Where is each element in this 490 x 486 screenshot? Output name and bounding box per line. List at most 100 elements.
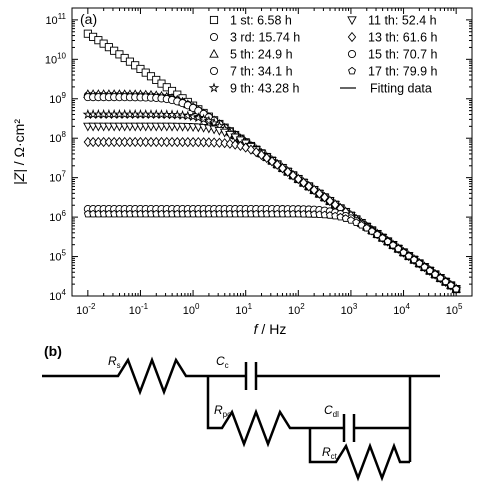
pentagon-marker (410, 255, 419, 264)
wire-branch-po (206, 376, 310, 448)
axis-ticks: 10-2 10-1 100 101 102 103 104 105 104 105 106 107 10… (45, 8, 472, 317)
diamond-marker (225, 138, 235, 149)
y-tick-label: 104 (49, 288, 66, 303)
diamond-marker (283, 166, 292, 177)
panel-b-label: (b) (44, 343, 62, 359)
x-tick-label: 102 (288, 302, 305, 317)
wire-branch-ct (308, 428, 410, 482)
square-marker (209, 15, 219, 25)
diamond-marker (230, 139, 240, 150)
circle-marker (209, 66, 219, 76)
pentagon-marker (446, 281, 455, 289)
legend-label: 5 th: 24.9 h (230, 48, 293, 62)
triangle-marker (209, 48, 219, 58)
wire-main (42, 356, 246, 396)
diamond-marker (320, 192, 329, 203)
legend-label: 15 th: 70.7 h (368, 48, 438, 62)
pentagon-marker (436, 273, 445, 282)
diamond-marker (325, 195, 335, 207)
star-marker (208, 82, 220, 93)
y-tick-label: 1011 (45, 12, 66, 27)
legend-label: 13 th: 61.6 h (368, 31, 438, 45)
legend-label: 3 rd: 15.74 h (230, 31, 300, 45)
x-axis-title: f / Hz (254, 321, 287, 337)
diamond-marker (220, 138, 229, 149)
diamond-marker (257, 149, 266, 161)
star-marker (208, 117, 220, 128)
diamond-marker (273, 159, 282, 170)
diamond-marker (294, 173, 303, 185)
plot-frame (71, 7, 473, 297)
pentagon-marker (420, 262, 429, 271)
diamond-marker (315, 188, 324, 199)
diamond-marker (304, 181, 314, 192)
pentagon-marker (431, 270, 440, 278)
star-marker (177, 109, 188, 120)
star-marker (198, 113, 209, 124)
label-rct: Rct (322, 445, 338, 461)
impedance-chart: (a) 10-2 10-1 100 101 102 103 104 1051041051061… (11, 7, 473, 337)
diamond-marker (204, 137, 214, 148)
diamond-marker (309, 184, 319, 196)
y-axis-unit: / Ω·cm² (11, 119, 27, 169)
series-9 (83, 209, 461, 293)
star-marker (193, 112, 204, 123)
diamond-marker (299, 177, 308, 188)
pentagon-marker (348, 66, 356, 75)
label-cdl: Cdl (324, 403, 339, 419)
pentagon-marker (383, 237, 392, 245)
legend-label: 9 th: 43.28 h (230, 82, 300, 96)
x-tick-label: 10-2 (76, 302, 96, 317)
circle-marker (347, 49, 357, 59)
diamond-marker (278, 163, 287, 174)
pentagon-marker (425, 266, 434, 275)
x-tick-label: 10-1 (129, 302, 149, 317)
star-marker (182, 110, 194, 121)
data-markers (82, 29, 462, 295)
series-3 (83, 89, 461, 293)
diamond-marker (252, 147, 261, 158)
legend-label: 17 th: 79.9 h (368, 65, 438, 79)
pentagon-marker (331, 211, 340, 220)
x-axis-var: f (254, 321, 260, 337)
label-cc: Cc (216, 354, 229, 370)
x-tick-label: 101 (235, 302, 252, 317)
x-tick-label: 105 (446, 302, 463, 317)
y-axis-var: |Z| (11, 169, 27, 185)
pentagon-marker (389, 241, 397, 249)
y-tick-label: 105 (49, 249, 66, 264)
legend-fit-label: Fitting data (370, 82, 432, 96)
legend-label: 11 th: 52.4 h (368, 14, 437, 28)
label-rpo: Rpo (214, 403, 232, 419)
diamond-marker (267, 156, 277, 167)
y-tick-label: 106 (49, 209, 66, 224)
legend-label: 7 th: 34.1 h (230, 65, 293, 79)
x-tick-label: 103 (341, 302, 358, 317)
y-tick-label: 108 (49, 130, 66, 145)
pentagon-marker (378, 233, 387, 242)
legend: 1 st: 6.58 h 3 rd: 15.74 h 5 th: 24.9 h 7 t… (208, 14, 438, 96)
diamond-marker (215, 137, 224, 148)
tri-down-marker (347, 16, 357, 26)
star-marker (203, 115, 215, 126)
y-tick-label: 107 (49, 170, 66, 185)
x-axis-unit: / Hz (258, 321, 287, 337)
circle-marker (209, 32, 219, 42)
panel-a-label: (a) (80, 11, 97, 27)
y-axis-title: |Z| / Ω·cm² (11, 119, 27, 185)
equivalent-circuit (42, 356, 440, 482)
diamond-marker (288, 170, 298, 181)
y-tick-label: 109 (49, 91, 66, 106)
y-tick-label: 1010 (45, 51, 67, 66)
diamond-marker (347, 31, 357, 43)
x-tick-label: 100 (183, 302, 200, 317)
pentagon-marker (415, 259, 424, 267)
pentagon-marker (368, 227, 376, 235)
diamond-marker (262, 152, 271, 164)
series-2 (83, 91, 461, 294)
label-rs: Rs (108, 354, 121, 370)
pentagon-marker (357, 220, 366, 229)
pentagon-marker (394, 244, 403, 253)
star-marker (187, 111, 199, 122)
legend-label: 1 st: 6.58 h (230, 14, 292, 28)
